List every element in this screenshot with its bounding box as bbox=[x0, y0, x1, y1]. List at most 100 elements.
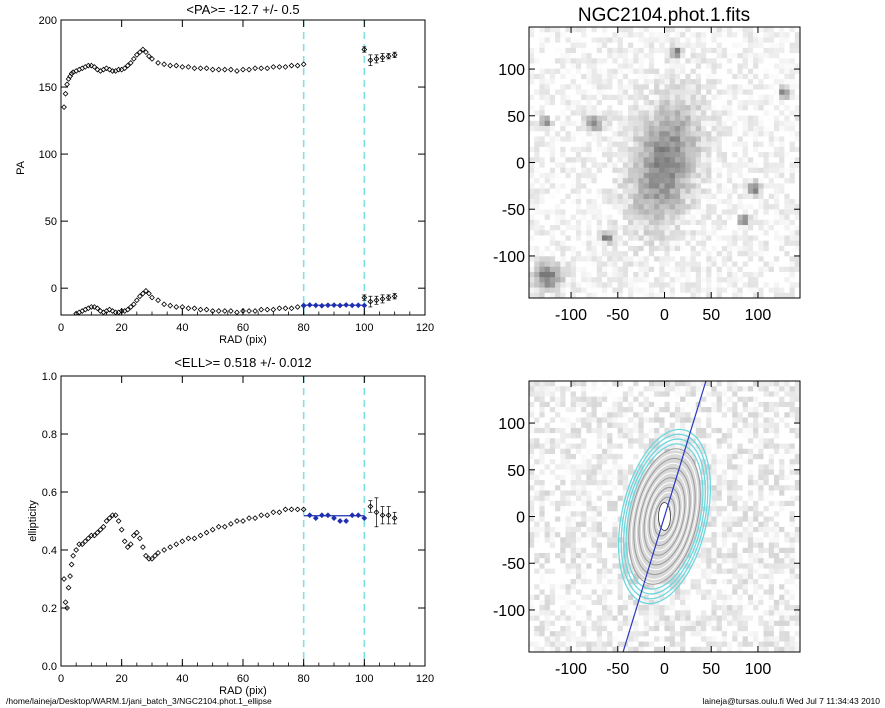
image-bottom-pixels-cell bbox=[700, 396, 707, 403]
image-top-pixels-cell bbox=[659, 162, 665, 169]
image-bottom-pixels-cell bbox=[753, 474, 759, 481]
image-top-pixels-cell bbox=[753, 245, 759, 252]
image-top-pixels-cell bbox=[690, 110, 697, 116]
image-top-pixels-cell bbox=[529, 183, 535, 189]
image-bottom-pixels-cell bbox=[768, 516, 775, 523]
image-top-pixels-cell bbox=[768, 256, 775, 262]
ell-plot-point bbox=[343, 518, 349, 524]
image-top-pixels-cell bbox=[737, 110, 744, 116]
image-bottom-pixels-cell bbox=[581, 412, 587, 418]
image-top-pixels-cell bbox=[549, 63, 556, 70]
image-bottom-pixels-cell bbox=[773, 443, 780, 450]
image-top-pixels-cell bbox=[575, 99, 582, 106]
image-top-pixels-cell bbox=[628, 240, 634, 247]
image-bottom-pixels-cell bbox=[674, 433, 681, 439]
image-bottom-pixels-cell bbox=[737, 547, 744, 554]
image-bottom-pixels-cell bbox=[721, 521, 728, 528]
image-top-pixels-cell bbox=[638, 245, 645, 252]
image-top-pixels-cell bbox=[685, 256, 691, 262]
image-top-pixels-cell bbox=[664, 99, 671, 106]
image-top-pixels-cell bbox=[747, 79, 754, 85]
image-top-pixels-cell bbox=[732, 225, 738, 231]
image-top-pixels-cell bbox=[633, 188, 639, 195]
image-bottom-pixels-cell bbox=[711, 547, 718, 554]
image-top-pixels-cell bbox=[560, 235, 566, 242]
image-top-pixels-cell bbox=[643, 219, 650, 226]
image-bottom-pixels-cell bbox=[685, 396, 691, 403]
image-bottom-pixels-cell bbox=[575, 417, 582, 424]
image-top-pixels-cell bbox=[539, 84, 546, 90]
ell-plot-xtick-label: 100 bbox=[355, 673, 373, 685]
ell-plot-point bbox=[252, 515, 258, 521]
image-top-pixels-cell bbox=[539, 94, 546, 101]
image-top-pixels-cell bbox=[753, 235, 759, 242]
image-bottom-pixels-cell bbox=[753, 511, 759, 517]
image-top-pixels-cell bbox=[628, 53, 634, 59]
image-top-pixels-cell bbox=[789, 136, 796, 143]
image-top-pixels-cell bbox=[674, 42, 681, 49]
image-bottom-pixels-cell bbox=[700, 485, 707, 491]
image-top-pixels-cell bbox=[575, 167, 582, 174]
image-bottom-pixels-cell bbox=[628, 448, 634, 455]
image-top-pixels-cell bbox=[747, 230, 754, 236]
image-top-pixels-cell bbox=[539, 79, 546, 85]
image-bottom-pixels-cell bbox=[560, 448, 566, 455]
image-bottom-pixels-cell bbox=[659, 448, 665, 455]
ell-plot-point bbox=[61, 576, 67, 582]
image-top-pixels-cell bbox=[747, 193, 754, 200]
image-bottom-pixels-cell bbox=[549, 443, 556, 450]
image-bottom-pixels-cell bbox=[633, 422, 639, 429]
image-bottom-pixels-cell bbox=[758, 401, 764, 408]
image-bottom-pixels-cell bbox=[732, 386, 738, 392]
image-top-pixels-cell bbox=[648, 271, 655, 278]
image-top-pixels-cell bbox=[591, 89, 598, 96]
image-top-pixels-cell bbox=[638, 287, 645, 294]
image-top-pixels-cell bbox=[638, 53, 645, 59]
image-bottom-pixels-cell bbox=[596, 490, 603, 497]
image-top-pixels-cell bbox=[753, 167, 759, 174]
image-bottom-pixels-cell bbox=[674, 438, 681, 444]
ell-plot-point bbox=[124, 544, 131, 550]
image-top-pixels-cell bbox=[539, 261, 546, 268]
image-top-pixels-cell bbox=[664, 32, 671, 38]
image-bottom-pixels-cell bbox=[622, 381, 629, 387]
image-top-pixels-cell bbox=[789, 42, 796, 49]
image-bottom-pixels-cell bbox=[706, 391, 712, 398]
image-top-pixels-cell bbox=[669, 188, 676, 195]
image-bottom-pixels-cell bbox=[612, 381, 618, 387]
image-bottom-pixels-cell bbox=[549, 386, 556, 392]
image-top-pixels-cell bbox=[581, 188, 587, 195]
image-top-pixels-cell bbox=[727, 287, 733, 294]
image-bottom-pixels-cell bbox=[753, 532, 759, 538]
image-top-pixels-cell bbox=[539, 178, 546, 184]
image-top-pixels-cell bbox=[669, 271, 676, 278]
image-top-pixels-cell bbox=[737, 157, 744, 163]
image-top-pixels-cell bbox=[721, 167, 728, 174]
image-top-pixels-cell bbox=[638, 251, 645, 257]
image-top-pixels-cell bbox=[680, 105, 686, 111]
ell-plot-xtick-label: 120 bbox=[416, 673, 434, 685]
image-bottom-pixels-cell bbox=[659, 443, 665, 450]
image-top-pixels-cell bbox=[685, 188, 691, 195]
image-bottom-pixels-cell bbox=[711, 386, 718, 392]
image-top-pixels-cell bbox=[565, 193, 572, 200]
image-top-pixels-cell bbox=[601, 219, 608, 226]
image-top-pixels-cell bbox=[555, 219, 561, 226]
image-top-pixels-cell bbox=[758, 172, 764, 179]
image-bottom-pixels-cell bbox=[581, 464, 587, 470]
image-top-pixels-cell bbox=[633, 32, 639, 38]
image-top-pixels-cell bbox=[544, 261, 551, 268]
image-top-pixels-cell bbox=[753, 110, 759, 116]
image-top-pixels-cell bbox=[753, 230, 759, 236]
image-top-pixels-cell bbox=[601, 131, 608, 137]
image-bottom-pixels-cell bbox=[628, 407, 634, 413]
image-top-pixels-cell bbox=[773, 282, 780, 288]
image-bottom-pixels-cell bbox=[570, 433, 577, 439]
image-bottom-pixels-cell bbox=[753, 480, 759, 486]
image-top-pixels-cell bbox=[565, 120, 572, 127]
image-bottom-pixels-cell bbox=[768, 511, 775, 517]
image-top-pixels-cell bbox=[607, 79, 613, 85]
image-top-pixels-cell bbox=[612, 89, 618, 96]
image-top-pixels-cell bbox=[560, 256, 566, 262]
image-bottom-pixels-cell bbox=[555, 542, 561, 549]
